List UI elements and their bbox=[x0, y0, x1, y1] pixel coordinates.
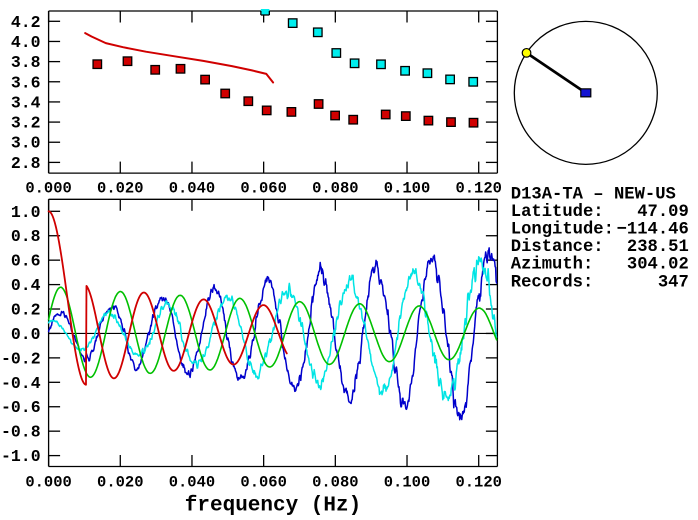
svg-text:304.02: 304.02 bbox=[627, 256, 689, 275]
svg-text:3.2: 3.2 bbox=[11, 114, 41, 133]
svg-text:0.100: 0.100 bbox=[384, 474, 431, 492]
svg-text:3.6: 3.6 bbox=[11, 73, 41, 92]
svg-text:0.040: 0.040 bbox=[169, 474, 216, 492]
svg-text:Distance:: Distance: bbox=[511, 238, 604, 257]
svg-text:0.100: 0.100 bbox=[384, 180, 431, 198]
svg-text:238.51: 238.51 bbox=[627, 238, 689, 257]
svg-text:1.0: 1.0 bbox=[11, 203, 41, 222]
svg-text:frequency (Hz): frequency (Hz) bbox=[185, 495, 361, 518]
svg-text:0.120: 0.120 bbox=[455, 474, 502, 492]
svg-text:-1.0: -1.0 bbox=[1, 447, 41, 466]
svg-text:4.0: 4.0 bbox=[11, 33, 41, 52]
svg-text:0.2: 0.2 bbox=[11, 301, 41, 320]
svg-text:0.060: 0.060 bbox=[240, 180, 287, 198]
svg-text:0.4: 0.4 bbox=[11, 276, 41, 295]
svg-text:Records:: Records: bbox=[511, 273, 594, 292]
svg-text:0.0: 0.0 bbox=[11, 325, 41, 344]
svg-text:0.020: 0.020 bbox=[97, 474, 144, 492]
svg-text:0.020: 0.020 bbox=[97, 180, 144, 198]
svg-text:0.080: 0.080 bbox=[312, 474, 359, 492]
svg-text:D13A-TA – NEW-US: D13A-TA – NEW-US bbox=[511, 186, 676, 205]
svg-text:0.040: 0.040 bbox=[169, 180, 216, 198]
svg-text:0.120: 0.120 bbox=[455, 180, 502, 198]
svg-text:0.000: 0.000 bbox=[25, 474, 72, 492]
svg-text:−114.46: −114.46 bbox=[617, 221, 689, 240]
svg-text:0.000: 0.000 bbox=[25, 180, 72, 198]
svg-text:-0.6: -0.6 bbox=[1, 398, 41, 417]
svg-text:47.09: 47.09 bbox=[637, 203, 689, 222]
svg-text:-0.8: -0.8 bbox=[1, 423, 41, 442]
svg-text:0.060: 0.060 bbox=[240, 474, 287, 492]
svg-text:-0.2: -0.2 bbox=[1, 349, 41, 368]
svg-text:2.8: 2.8 bbox=[11, 154, 41, 173]
svg-text:347: 347 bbox=[658, 273, 689, 292]
svg-text:-0.4: -0.4 bbox=[1, 374, 41, 393]
svg-text:3.4: 3.4 bbox=[11, 93, 41, 112]
svg-text:4.2: 4.2 bbox=[11, 13, 41, 32]
svg-text:0.6: 0.6 bbox=[11, 252, 41, 271]
svg-text:0.8: 0.8 bbox=[11, 227, 41, 246]
svg-text:0.080: 0.080 bbox=[312, 180, 359, 198]
svg-text:Azimuth:: Azimuth: bbox=[511, 256, 594, 275]
svg-text:3.0: 3.0 bbox=[11, 134, 41, 153]
svg-text:Longitude:: Longitude: bbox=[511, 221, 614, 240]
svg-text:Latitude:: Latitude: bbox=[511, 203, 604, 222]
svg-text:3.8: 3.8 bbox=[11, 53, 41, 72]
